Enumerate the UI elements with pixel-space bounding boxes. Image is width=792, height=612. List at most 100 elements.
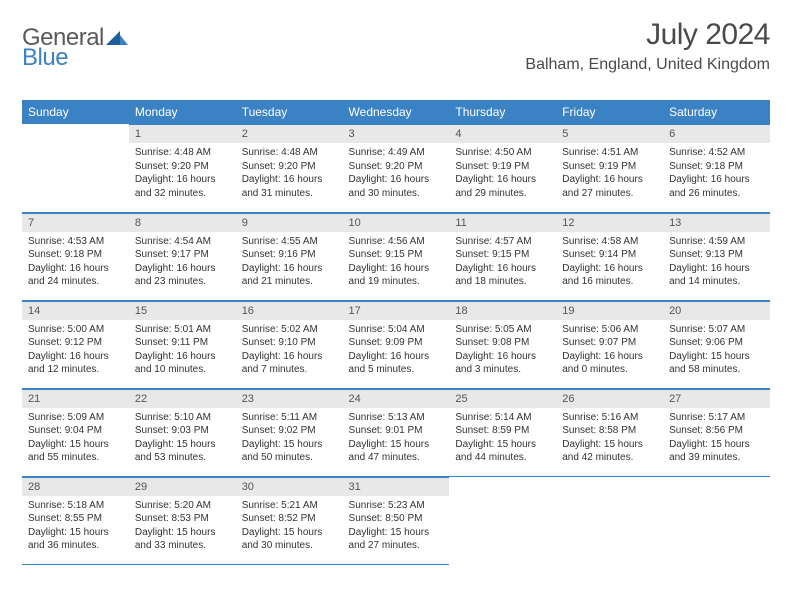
day-details: Sunrise: 4:52 AMSunset: 9:18 PMDaylight:… — [663, 143, 770, 206]
day-number: 18 — [449, 301, 556, 320]
day-details: Sunrise: 4:53 AMSunset: 9:18 PMDaylight:… — [22, 232, 129, 295]
month-title: July 2024 — [525, 18, 770, 52]
calendar-cell: 22Sunrise: 5:10 AMSunset: 9:03 PMDayligh… — [129, 388, 236, 476]
weekday-header: Friday — [556, 100, 663, 124]
day-details: Sunrise: 4:48 AMSunset: 9:20 PMDaylight:… — [236, 143, 343, 206]
day-details: Sunrise: 4:51 AMSunset: 9:19 PMDaylight:… — [556, 143, 663, 206]
day-number: 22 — [129, 389, 236, 408]
calendar-cell: 24Sunrise: 5:13 AMSunset: 9:01 PMDayligh… — [343, 388, 450, 476]
day-number: 28 — [22, 477, 129, 496]
calendar-cell — [556, 476, 663, 564]
day-details: Sunrise: 5:09 AMSunset: 9:04 PMDaylight:… — [22, 408, 129, 471]
calendar-cell: 12Sunrise: 4:58 AMSunset: 9:14 PMDayligh… — [556, 212, 663, 300]
calendar-cell — [449, 476, 556, 564]
day-number: 4 — [449, 124, 556, 143]
day-number: 21 — [22, 389, 129, 408]
day-details: Sunrise: 5:17 AMSunset: 8:56 PMDaylight:… — [663, 408, 770, 471]
day-number: 12 — [556, 213, 663, 232]
day-details: Sunrise: 5:02 AMSunset: 9:10 PMDaylight:… — [236, 320, 343, 383]
day-number: 6 — [663, 124, 770, 143]
calendar-cell: 1Sunrise: 4:48 AMSunset: 9:20 PMDaylight… — [129, 124, 236, 212]
day-details: Sunrise: 5:07 AMSunset: 9:06 PMDaylight:… — [663, 320, 770, 383]
day-number: 3 — [343, 124, 450, 143]
calendar-cell: 2Sunrise: 4:48 AMSunset: 9:20 PMDaylight… — [236, 124, 343, 212]
calendar-cell: 5Sunrise: 4:51 AMSunset: 9:19 PMDaylight… — [556, 124, 663, 212]
logo-blue-wrap: Blue — [22, 44, 68, 72]
logo-text-blue: Blue — [22, 44, 68, 71]
calendar-cell: 10Sunrise: 4:56 AMSunset: 9:15 PMDayligh… — [343, 212, 450, 300]
day-number: 13 — [663, 213, 770, 232]
day-details: Sunrise: 4:55 AMSunset: 9:16 PMDaylight:… — [236, 232, 343, 295]
day-details: Sunrise: 5:00 AMSunset: 9:12 PMDaylight:… — [22, 320, 129, 383]
calendar-cell: 20Sunrise: 5:07 AMSunset: 9:06 PMDayligh… — [663, 300, 770, 388]
day-number: 7 — [22, 213, 129, 232]
day-number: 8 — [129, 213, 236, 232]
day-details: Sunrise: 5:13 AMSunset: 9:01 PMDaylight:… — [343, 408, 450, 471]
calendar-cell: 19Sunrise: 5:06 AMSunset: 9:07 PMDayligh… — [556, 300, 663, 388]
calendar-cell: 25Sunrise: 5:14 AMSunset: 8:59 PMDayligh… — [449, 388, 556, 476]
calendar-cell: 26Sunrise: 5:16 AMSunset: 8:58 PMDayligh… — [556, 388, 663, 476]
calendar-cell: 14Sunrise: 5:00 AMSunset: 9:12 PMDayligh… — [22, 300, 129, 388]
calendar-cell: 27Sunrise: 5:17 AMSunset: 8:56 PMDayligh… — [663, 388, 770, 476]
day-number: 5 — [556, 124, 663, 143]
day-details: Sunrise: 5:18 AMSunset: 8:55 PMDaylight:… — [22, 496, 129, 559]
calendar-cell: 8Sunrise: 4:54 AMSunset: 9:17 PMDaylight… — [129, 212, 236, 300]
day-number: 9 — [236, 213, 343, 232]
day-details: Sunrise: 5:04 AMSunset: 9:09 PMDaylight:… — [343, 320, 450, 383]
day-number: 31 — [343, 477, 450, 496]
calendar-cell: 18Sunrise: 5:05 AMSunset: 9:08 PMDayligh… — [449, 300, 556, 388]
day-details: Sunrise: 4:50 AMSunset: 9:19 PMDaylight:… — [449, 143, 556, 206]
calendar-cell: 21Sunrise: 5:09 AMSunset: 9:04 PMDayligh… — [22, 388, 129, 476]
day-number: 30 — [236, 477, 343, 496]
day-details: Sunrise: 4:57 AMSunset: 9:15 PMDaylight:… — [449, 232, 556, 295]
day-number: 16 — [236, 301, 343, 320]
day-number: 2 — [236, 124, 343, 143]
day-details: Sunrise: 5:01 AMSunset: 9:11 PMDaylight:… — [129, 320, 236, 383]
day-number: 23 — [236, 389, 343, 408]
day-details: Sunrise: 4:48 AMSunset: 9:20 PMDaylight:… — [129, 143, 236, 206]
day-number: 27 — [663, 389, 770, 408]
day-details: Sunrise: 4:59 AMSunset: 9:13 PMDaylight:… — [663, 232, 770, 295]
day-details: Sunrise: 5:21 AMSunset: 8:52 PMDaylight:… — [236, 496, 343, 559]
calendar-cell: 6Sunrise: 4:52 AMSunset: 9:18 PMDaylight… — [663, 124, 770, 212]
calendar-cell: 29Sunrise: 5:20 AMSunset: 8:53 PMDayligh… — [129, 476, 236, 564]
day-details: Sunrise: 4:58 AMSunset: 9:14 PMDaylight:… — [556, 232, 663, 295]
calendar-cell: 9Sunrise: 4:55 AMSunset: 9:16 PMDaylight… — [236, 212, 343, 300]
calendar-cell: 3Sunrise: 4:49 AMSunset: 9:20 PMDaylight… — [343, 124, 450, 212]
calendar-cell: 30Sunrise: 5:21 AMSunset: 8:52 PMDayligh… — [236, 476, 343, 564]
day-details: Sunrise: 5:14 AMSunset: 8:59 PMDaylight:… — [449, 408, 556, 471]
logo-mark-icon — [106, 29, 128, 50]
day-number: 14 — [22, 301, 129, 320]
weekday-header: Thursday — [449, 100, 556, 124]
calendar-cell: 28Sunrise: 5:18 AMSunset: 8:55 PMDayligh… — [22, 476, 129, 564]
day-number: 25 — [449, 389, 556, 408]
calendar-cell: 17Sunrise: 5:04 AMSunset: 9:09 PMDayligh… — [343, 300, 450, 388]
weekday-header: Tuesday — [236, 100, 343, 124]
calendar-cell: 13Sunrise: 4:59 AMSunset: 9:13 PMDayligh… — [663, 212, 770, 300]
day-details: Sunrise: 4:54 AMSunset: 9:17 PMDaylight:… — [129, 232, 236, 295]
calendar-cell: 16Sunrise: 5:02 AMSunset: 9:10 PMDayligh… — [236, 300, 343, 388]
day-number: 29 — [129, 477, 236, 496]
calendar-cell: 7Sunrise: 4:53 AMSunset: 9:18 PMDaylight… — [22, 212, 129, 300]
calendar-cell: 11Sunrise: 4:57 AMSunset: 9:15 PMDayligh… — [449, 212, 556, 300]
calendar-body: 1Sunrise: 4:48 AMSunset: 9:20 PMDaylight… — [22, 124, 770, 564]
day-number: 1 — [129, 124, 236, 143]
day-number: 20 — [663, 301, 770, 320]
day-details: Sunrise: 5:10 AMSunset: 9:03 PMDaylight:… — [129, 408, 236, 471]
calendar-cell — [663, 476, 770, 564]
calendar-header-row: SundayMondayTuesdayWednesdayThursdayFrid… — [22, 100, 770, 124]
calendar-cell: 4Sunrise: 4:50 AMSunset: 9:19 PMDaylight… — [449, 124, 556, 212]
calendar-cell: 23Sunrise: 5:11 AMSunset: 9:02 PMDayligh… — [236, 388, 343, 476]
day-details: Sunrise: 5:11 AMSunset: 9:02 PMDaylight:… — [236, 408, 343, 471]
day-number: 19 — [556, 301, 663, 320]
weekday-header: Saturday — [663, 100, 770, 124]
day-details: Sunrise: 5:23 AMSunset: 8:50 PMDaylight:… — [343, 496, 450, 559]
day-number: 15 — [129, 301, 236, 320]
weekday-header: Monday — [129, 100, 236, 124]
day-details: Sunrise: 5:06 AMSunset: 9:07 PMDaylight:… — [556, 320, 663, 383]
title-block: July 2024 Balham, England, United Kingdo… — [525, 18, 770, 74]
day-number: 24 — [343, 389, 450, 408]
weekday-header: Sunday — [22, 100, 129, 124]
day-details: Sunrise: 4:49 AMSunset: 9:20 PMDaylight:… — [343, 143, 450, 206]
location-subtitle: Balham, England, United Kingdom — [525, 56, 770, 74]
